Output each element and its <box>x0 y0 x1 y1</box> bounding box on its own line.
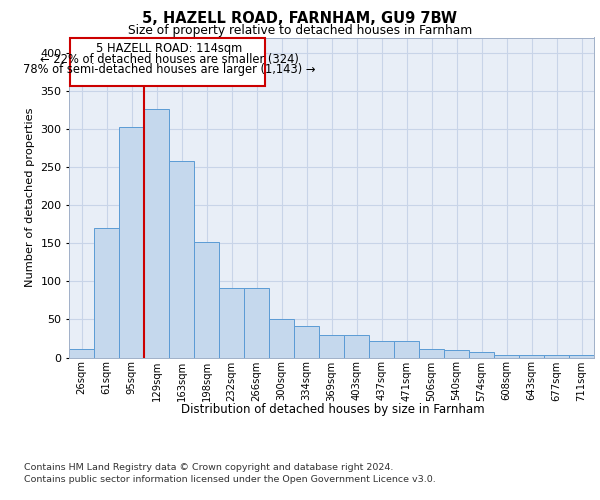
Bar <box>494 355 519 358</box>
Bar <box>269 320 294 358</box>
Bar <box>419 349 444 358</box>
Text: Distribution of detached houses by size in Farnham: Distribution of detached houses by size … <box>181 402 485 415</box>
Bar <box>444 350 469 358</box>
Bar <box>169 161 194 358</box>
Bar <box>469 352 494 358</box>
Text: ← 22% of detached houses are smaller (324): ← 22% of detached houses are smaller (32… <box>40 52 298 66</box>
Bar <box>394 340 419 357</box>
Bar <box>319 334 344 357</box>
Bar <box>369 340 394 357</box>
Text: Size of property relative to detached houses in Farnham: Size of property relative to detached ho… <box>128 24 472 37</box>
Bar <box>294 326 319 358</box>
Text: Contains HM Land Registry data © Crown copyright and database right 2024.: Contains HM Land Registry data © Crown c… <box>24 462 394 471</box>
Bar <box>119 128 144 358</box>
Bar <box>244 288 269 358</box>
Bar <box>344 334 369 357</box>
Bar <box>194 242 219 358</box>
Bar <box>544 355 569 358</box>
Text: Contains public sector information licensed under the Open Government Licence v3: Contains public sector information licen… <box>24 475 436 484</box>
FancyBboxPatch shape <box>70 38 265 86</box>
Bar <box>144 109 169 358</box>
Bar <box>69 349 94 358</box>
Bar <box>219 288 244 358</box>
Text: 5, HAZELL ROAD, FARNHAM, GU9 7BW: 5, HAZELL ROAD, FARNHAM, GU9 7BW <box>143 11 458 26</box>
Text: 78% of semi-detached houses are larger (1,143) →: 78% of semi-detached houses are larger (… <box>23 64 315 76</box>
Text: 5 HAZELL ROAD: 114sqm: 5 HAZELL ROAD: 114sqm <box>96 42 242 55</box>
Bar <box>94 228 119 358</box>
Y-axis label: Number of detached properties: Number of detached properties <box>25 108 35 287</box>
Bar <box>519 355 544 358</box>
Bar <box>569 355 594 358</box>
